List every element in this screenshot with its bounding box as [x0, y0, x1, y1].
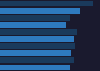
Bar [0, 57, 74, 63]
Bar [0, 50, 71, 56]
Bar [0, 43, 75, 49]
Bar [0, 1, 93, 6]
Bar [0, 29, 77, 35]
Bar [0, 22, 66, 28]
Bar [0, 15, 70, 21]
Bar [0, 65, 70, 70]
Bar [0, 8, 80, 14]
Bar [0, 36, 74, 42]
